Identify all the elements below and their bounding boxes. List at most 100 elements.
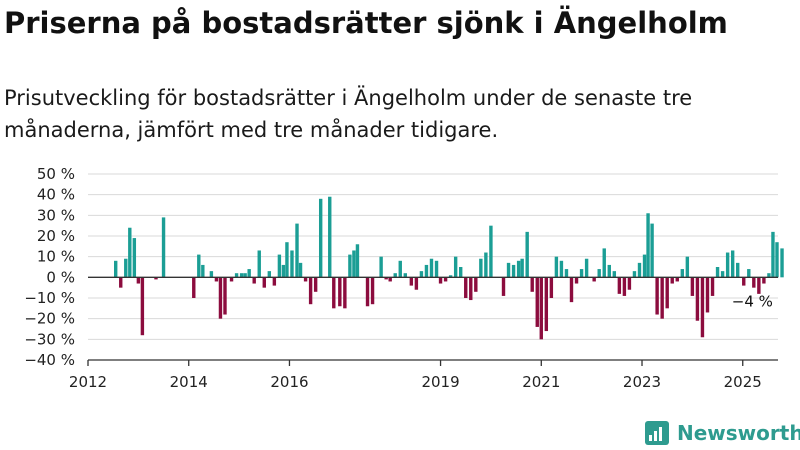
bar: [544, 277, 549, 332]
bar: [520, 258, 524, 278]
bar: [549, 277, 554, 298]
bar: [670, 277, 674, 284]
bar: [365, 277, 370, 307]
bar: [715, 267, 720, 278]
bar: [632, 271, 637, 278]
bar: [379, 256, 383, 278]
bar: [742, 277, 746, 286]
bar: [720, 271, 725, 278]
bar: [154, 277, 158, 280]
x-tick-label: 2012: [69, 373, 107, 391]
y-tick-label: −30 %: [24, 330, 75, 348]
bar: [313, 277, 318, 292]
bar: [612, 271, 617, 278]
bar: [409, 277, 414, 286]
y-tick-label: −40 %: [24, 351, 75, 369]
bar: [370, 277, 375, 305]
bar: [569, 277, 574, 303]
bar: [700, 277, 705, 338]
bar: [736, 262, 740, 278]
x-tick-label: 2016: [270, 373, 308, 391]
bar: [762, 277, 766, 284]
bar: [414, 277, 419, 290]
brand-logo: Newsworthy: [645, 420, 800, 446]
bar: [597, 269, 601, 278]
bar: [646, 213, 650, 278]
price-change-chart: −40 % −30 % −20 % −10 % 0 % 10 % 20 % 30 % 40 % 5…: [24, 165, 784, 391]
bar: [564, 269, 569, 278]
bar: [637, 262, 642, 278]
bar: [660, 277, 664, 319]
bar: [403, 273, 407, 278]
bar: [705, 277, 710, 313]
bar: [128, 227, 132, 278]
y-tick-label: −10 %: [24, 289, 75, 307]
bar: [579, 269, 584, 278]
bar: [257, 250, 261, 278]
bar: [234, 273, 239, 278]
bar: [535, 277, 539, 327]
bar: [114, 260, 118, 278]
bar: [448, 275, 453, 278]
x-tick-label: 2014: [170, 373, 208, 391]
bar: [429, 258, 434, 278]
bar: [675, 277, 679, 282]
bar: [285, 242, 289, 278]
bar: [730, 250, 735, 278]
bar: [767, 273, 771, 278]
bar: [124, 258, 128, 278]
bar: [343, 277, 347, 309]
bar: [459, 267, 463, 278]
bar: [685, 256, 690, 278]
bar: [281, 264, 286, 278]
x-tick-label: 2021: [522, 373, 560, 391]
bar: [501, 277, 506, 296]
y-tick-label: −20 %: [24, 310, 75, 328]
bar: [295, 223, 299, 278]
bar: [484, 252, 488, 278]
bar: [559, 260, 564, 278]
bar: [757, 277, 761, 294]
bar: [554, 256, 559, 278]
bar: [530, 277, 534, 292]
bar: [479, 258, 483, 278]
annotations: −4 %: [732, 293, 773, 311]
x-tick-label: 2019: [421, 373, 459, 391]
bar: [132, 238, 137, 278]
bar: [332, 277, 336, 309]
bar: [388, 277, 392, 282]
latest-value-label: −4 %: [732, 293, 773, 311]
page-subtitle: Prisutveckling för bostadsrätter i Ängel…: [4, 86, 693, 142]
bar: [443, 277, 448, 282]
bar: [424, 264, 429, 278]
bar: [209, 271, 214, 278]
bar: [525, 231, 529, 278]
brand-name: Newsworthy: [677, 421, 800, 445]
bar: [247, 269, 251, 278]
bar: [780, 248, 784, 278]
bar: [474, 277, 478, 292]
newsworthy-logo-icon: [645, 421, 669, 445]
x-axis: 2012 2014 2016 2019 2021 2023 2025: [69, 359, 778, 391]
bar: [119, 277, 123, 288]
bar: [393, 273, 397, 278]
bar: [627, 277, 632, 290]
bar: [384, 277, 388, 280]
bar: [453, 256, 458, 278]
bar: [434, 260, 439, 278]
bar: [223, 277, 227, 315]
bar: [352, 250, 356, 278]
y-tick-label: 0 %: [46, 268, 75, 286]
bar: [511, 264, 516, 278]
bar: [690, 277, 695, 296]
y-tick-label: 10 %: [37, 248, 75, 266]
bar: [584, 258, 589, 278]
y-tick-label: 20 %: [37, 227, 75, 245]
bar: [197, 254, 201, 278]
bar: [607, 264, 611, 278]
y-tick-label: 50 %: [37, 165, 75, 183]
bar: [218, 277, 223, 319]
bar: [680, 269, 685, 278]
bar: [574, 277, 579, 284]
x-tick-label: 2023: [623, 373, 661, 391]
